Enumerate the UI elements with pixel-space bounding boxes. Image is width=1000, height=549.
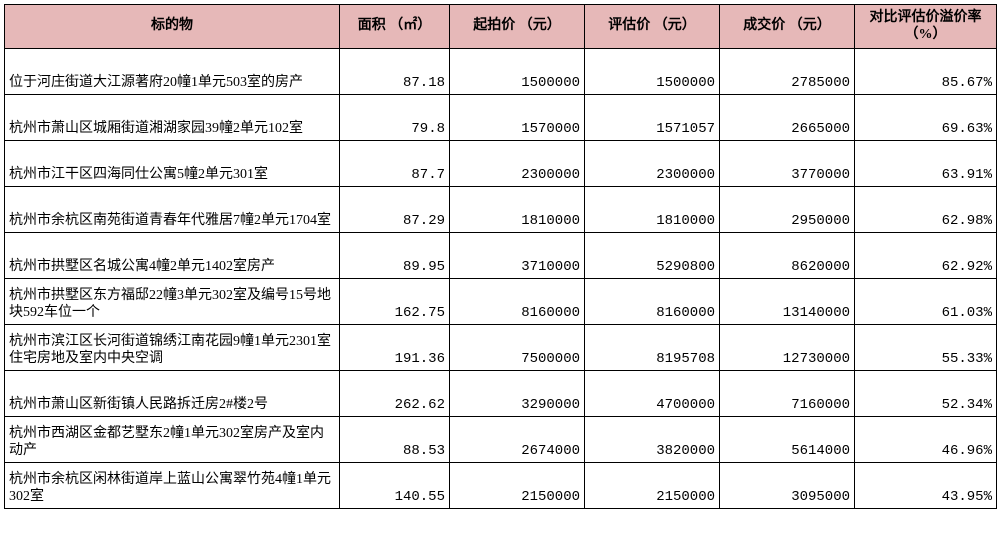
property-auction-table: 标的物 面积 （㎡） 起拍价 （元） 评估价 （元） 成交价 （元） 对比评估价…: [4, 4, 997, 509]
cell-rate: 55.33%: [855, 325, 997, 371]
cell-rate: 69.63%: [855, 95, 997, 141]
cell-start: 2150000: [450, 463, 585, 509]
table-row: 杭州市拱墅区名城公寓4幢2单元1402室房产89.953710000529080…: [5, 233, 997, 279]
cell-start: 1810000: [450, 187, 585, 233]
cell-area: 191.36: [340, 325, 450, 371]
cell-start: 1500000: [450, 49, 585, 95]
cell-rate: 46.96%: [855, 417, 997, 463]
cell-area: 89.95: [340, 233, 450, 279]
cell-area: 140.55: [340, 463, 450, 509]
table-row: 杭州市萧山区新街镇人民路拆迁房2#楼2号262.6232900004700000…: [5, 371, 997, 417]
col-header-rate: 对比评估价溢价率（%）: [855, 5, 997, 49]
cell-deal: 3095000: [720, 463, 855, 509]
cell-name: 位于河庄街道大江源著府20幢1单元503室的房产: [5, 49, 340, 95]
cell-eval: 3820000: [585, 417, 720, 463]
cell-name: 杭州市拱墅区东方福邸22幢3单元302室及编号15号地块592车位一个: [5, 279, 340, 325]
table-body: 位于河庄街道大江源著府20幢1单元503室的房产87.1815000001500…: [5, 49, 997, 509]
cell-deal: 7160000: [720, 371, 855, 417]
col-header-start: 起拍价 （元）: [450, 5, 585, 49]
cell-area: 79.8: [340, 95, 450, 141]
cell-deal: 8620000: [720, 233, 855, 279]
cell-start: 2674000: [450, 417, 585, 463]
cell-name: 杭州市江干区四海同仕公寓5幢2单元301室: [5, 141, 340, 187]
cell-rate: 62.98%: [855, 187, 997, 233]
cell-deal: 2950000: [720, 187, 855, 233]
cell-deal: 5614000: [720, 417, 855, 463]
cell-rate: 85.67%: [855, 49, 997, 95]
table-row: 杭州市余杭区闲林街道岸上蓝山公寓翠竹苑4幢1单元302室140.55215000…: [5, 463, 997, 509]
table-row: 杭州市滨江区长河街道锦绣江南花园9幢1单元2301室住宅房地及室内中央空调191…: [5, 325, 997, 371]
cell-deal: 13140000: [720, 279, 855, 325]
cell-name: 杭州市余杭区闲林街道岸上蓝山公寓翠竹苑4幢1单元302室: [5, 463, 340, 509]
cell-start: 3710000: [450, 233, 585, 279]
cell-start: 3290000: [450, 371, 585, 417]
cell-rate: 61.03%: [855, 279, 997, 325]
cell-area: 162.75: [340, 279, 450, 325]
cell-deal: 12730000: [720, 325, 855, 371]
table-row: 位于河庄街道大江源著府20幢1单元503室的房产87.1815000001500…: [5, 49, 997, 95]
table-row: 杭州市西湖区金都艺墅东2幢1单元302室房产及室内动产88.5326740003…: [5, 417, 997, 463]
table-row: 杭州市余杭区南苑街道青春年代雅居7幢2单元1704室87.29181000018…: [5, 187, 997, 233]
cell-eval: 2150000: [585, 463, 720, 509]
cell-deal: 2785000: [720, 49, 855, 95]
cell-deal: 2665000: [720, 95, 855, 141]
col-header-area: 面积 （㎡）: [340, 5, 450, 49]
cell-rate: 62.92%: [855, 233, 997, 279]
cell-start: 1570000: [450, 95, 585, 141]
cell-name: 杭州市滨江区长河街道锦绣江南花园9幢1单元2301室住宅房地及室内中央空调: [5, 325, 340, 371]
col-header-deal: 成交价 （元）: [720, 5, 855, 49]
cell-start: 8160000: [450, 279, 585, 325]
cell-name: 杭州市萧山区城厢街道湘湖家园39幢2单元102室: [5, 95, 340, 141]
table-header: 标的物 面积 （㎡） 起拍价 （元） 评估价 （元） 成交价 （元） 对比评估价…: [5, 5, 997, 49]
cell-start: 7500000: [450, 325, 585, 371]
cell-rate: 63.91%: [855, 141, 997, 187]
cell-eval: 4700000: [585, 371, 720, 417]
cell-eval: 5290800: [585, 233, 720, 279]
cell-eval: 8195708: [585, 325, 720, 371]
table-row: 杭州市江干区四海同仕公寓5幢2单元301室87.7230000023000003…: [5, 141, 997, 187]
cell-start: 2300000: [450, 141, 585, 187]
col-header-eval: 评估价 （元）: [585, 5, 720, 49]
col-header-name: 标的物: [5, 5, 340, 49]
table-row: 杭州市拱墅区东方福邸22幢3单元302室及编号15号地块592车位一个162.7…: [5, 279, 997, 325]
cell-area: 87.29: [340, 187, 450, 233]
table-row: 杭州市萧山区城厢街道湘湖家园39幢2单元102室79.8157000015710…: [5, 95, 997, 141]
cell-area: 87.7: [340, 141, 450, 187]
cell-name: 杭州市萧山区新街镇人民路拆迁房2#楼2号: [5, 371, 340, 417]
cell-eval: 8160000: [585, 279, 720, 325]
cell-eval: 1500000: [585, 49, 720, 95]
cell-eval: 1810000: [585, 187, 720, 233]
cell-name: 杭州市拱墅区名城公寓4幢2单元1402室房产: [5, 233, 340, 279]
cell-rate: 52.34%: [855, 371, 997, 417]
cell-area: 87.18: [340, 49, 450, 95]
cell-eval: 2300000: [585, 141, 720, 187]
cell-name: 杭州市西湖区金都艺墅东2幢1单元302室房产及室内动产: [5, 417, 340, 463]
cell-area: 88.53: [340, 417, 450, 463]
cell-deal: 3770000: [720, 141, 855, 187]
cell-area: 262.62: [340, 371, 450, 417]
cell-eval: 1571057: [585, 95, 720, 141]
cell-rate: 43.95%: [855, 463, 997, 509]
cell-name: 杭州市余杭区南苑街道青春年代雅居7幢2单元1704室: [5, 187, 340, 233]
